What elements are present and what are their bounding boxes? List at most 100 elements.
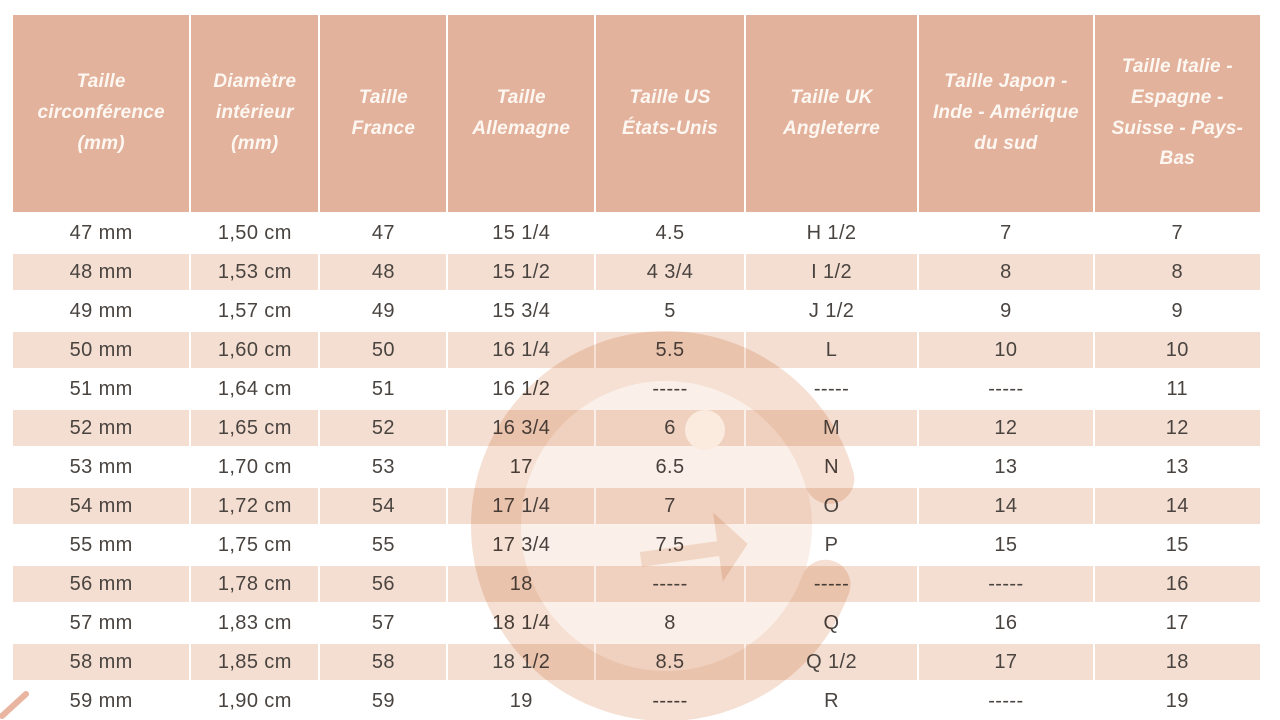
table-cell-r3-c3: 49	[320, 293, 447, 329]
table-cell-r6-c8: 12	[1094, 410, 1260, 446]
table-cell-r2-c4: 15 1/2	[448, 254, 595, 290]
table-cell-r10-c6: -----	[745, 566, 918, 602]
table-cell-r13-c7: -----	[919, 683, 1093, 719]
table-cell-r6-c1: 52 mm	[13, 410, 190, 446]
table-cell-r9-c8: 15	[1094, 527, 1260, 563]
table-cell-r4-c6: L	[745, 332, 918, 368]
table-cell-r6-c5: 6	[596, 410, 744, 446]
column-header-1: Taille circonférence (mm)	[13, 15, 190, 212]
table-cell-r10-c8: 16	[1094, 566, 1260, 602]
table-cell-r7-c1: 53 mm	[13, 449, 190, 485]
table-cell-r1-c1: 47 mm	[13, 215, 190, 251]
column-header-5: Taille US États-Unis	[596, 15, 744, 212]
table-cell-r13-c3: 59	[320, 683, 447, 719]
table-cell-r9-c3: 55	[320, 527, 447, 563]
table-cell-r12-c2: 1,85 cm	[191, 644, 319, 680]
table-cell-r9-c5: 7.5	[596, 527, 744, 563]
table-cell-r4-c1: 50 mm	[13, 332, 190, 368]
table-cell-r10-c1: 56 mm	[13, 566, 190, 602]
table-cell-r9-c7: 15	[919, 527, 1093, 563]
table-cell-r2-c6: I 1/2	[745, 254, 918, 290]
table-cell-r11-c6: Q	[745, 605, 918, 641]
table-cell-r7-c7: 13	[919, 449, 1093, 485]
table-cell-r5-c7: -----	[919, 371, 1093, 407]
table-cell-r2-c7: 8	[919, 254, 1093, 290]
table-cell-r13-c5: -----	[596, 683, 744, 719]
table-cell-r5-c4: 16 1/2	[448, 371, 595, 407]
table-cell-r11-c3: 57	[320, 605, 447, 641]
table-cell-r9-c4: 17 3/4	[448, 527, 595, 563]
table-cell-r1-c7: 7	[919, 215, 1093, 251]
table-cell-r11-c5: 8	[596, 605, 744, 641]
table-cell-r12-c4: 18 1/2	[448, 644, 595, 680]
table-cell-r1-c5: 4.5	[596, 215, 744, 251]
table-cell-r13-c1: 59 mm	[13, 683, 190, 719]
table-cell-r4-c7: 10	[919, 332, 1093, 368]
column-header-2: Diamètre intérieur (mm)	[191, 15, 319, 212]
table-cell-r1-c4: 15 1/4	[448, 215, 595, 251]
column-header-3: Taille France	[320, 15, 447, 212]
table-cell-r2-c8: 8	[1094, 254, 1260, 290]
table-cell-r9-c1: 55 mm	[13, 527, 190, 563]
table-cell-r6-c2: 1,65 cm	[191, 410, 319, 446]
table-cell-r2-c2: 1,53 cm	[191, 254, 319, 290]
table-cell-r11-c1: 57 mm	[13, 605, 190, 641]
table-cell-r1-c3: 47	[320, 215, 447, 251]
table-cell-r8-c7: 14	[919, 488, 1093, 524]
table-cell-r1-c6: H 1/2	[745, 215, 918, 251]
table-cell-r6-c3: 52	[320, 410, 447, 446]
table-cell-r9-c2: 1,75 cm	[191, 527, 319, 563]
table-cell-r6-c7: 12	[919, 410, 1093, 446]
table-cell-r2-c5: 4 3/4	[596, 254, 744, 290]
column-header-6: Taille UK Angleterre	[745, 15, 918, 212]
table-cell-r7-c2: 1,70 cm	[191, 449, 319, 485]
table-cell-r3-c8: 9	[1094, 293, 1260, 329]
table-cell-r13-c8: 19	[1094, 683, 1260, 719]
table-cell-r8-c3: 54	[320, 488, 447, 524]
table-cell-r6-c4: 16 3/4	[448, 410, 595, 446]
table-cell-r12-c6: Q 1/2	[745, 644, 918, 680]
table-cell-r7-c4: 17	[448, 449, 595, 485]
table-cell-r7-c3: 53	[320, 449, 447, 485]
table-cell-r8-c1: 54 mm	[13, 488, 190, 524]
table-cell-r10-c3: 56	[320, 566, 447, 602]
table-cell-r7-c8: 13	[1094, 449, 1260, 485]
table-cell-r12-c5: 8.5	[596, 644, 744, 680]
table-cell-r12-c3: 58	[320, 644, 447, 680]
column-header-7: Taille Japon - Inde - Amérique du sud	[919, 15, 1093, 212]
table-cell-r1-c8: 7	[1094, 215, 1260, 251]
table-cell-r2-c3: 48	[320, 254, 447, 290]
table-cell-r5-c2: 1,64 cm	[191, 371, 319, 407]
table-cell-r3-c7: 9	[919, 293, 1093, 329]
table-cell-r13-c2: 1,90 cm	[191, 683, 319, 719]
table-cell-r5-c3: 51	[320, 371, 447, 407]
table-cell-r10-c4: 18	[448, 566, 595, 602]
table-cell-r3-c2: 1,57 cm	[191, 293, 319, 329]
column-header-8: Taille Italie - Espagne - Suisse - Pays-…	[1094, 15, 1260, 212]
table-cell-r8-c2: 1,72 cm	[191, 488, 319, 524]
table-cell-r10-c2: 1,78 cm	[191, 566, 319, 602]
table-cell-r7-c5: 6.5	[596, 449, 744, 485]
column-header-4: Taille Allemagne	[448, 15, 595, 212]
table-cell-r13-c6: R	[745, 683, 918, 719]
table-cell-r4-c2: 1,60 cm	[191, 332, 319, 368]
table-cell-r5-c5: -----	[596, 371, 744, 407]
table-cell-r3-c6: J 1/2	[745, 293, 918, 329]
table-cell-r13-c4: 19	[448, 683, 595, 719]
table-cell-r2-c1: 48 mm	[13, 254, 190, 290]
table-cell-r8-c8: 14	[1094, 488, 1260, 524]
table-cell-r12-c8: 18	[1094, 644, 1260, 680]
table-cell-r8-c6: O	[745, 488, 918, 524]
table-cell-r4-c3: 50	[320, 332, 447, 368]
table-cell-r4-c5: 5.5	[596, 332, 744, 368]
table-cell-r11-c7: 16	[919, 605, 1093, 641]
table-cell-r3-c4: 15 3/4	[448, 293, 595, 329]
table-cell-r5-c6: -----	[745, 371, 918, 407]
table-cell-r3-c1: 49 mm	[13, 293, 190, 329]
table-cell-r8-c4: 17 1/4	[448, 488, 595, 524]
table-cell-r4-c4: 16 1/4	[448, 332, 595, 368]
table-cell-r7-c6: N	[745, 449, 918, 485]
table-cell-r12-c7: 17	[919, 644, 1093, 680]
table-cell-r10-c7: -----	[919, 566, 1093, 602]
